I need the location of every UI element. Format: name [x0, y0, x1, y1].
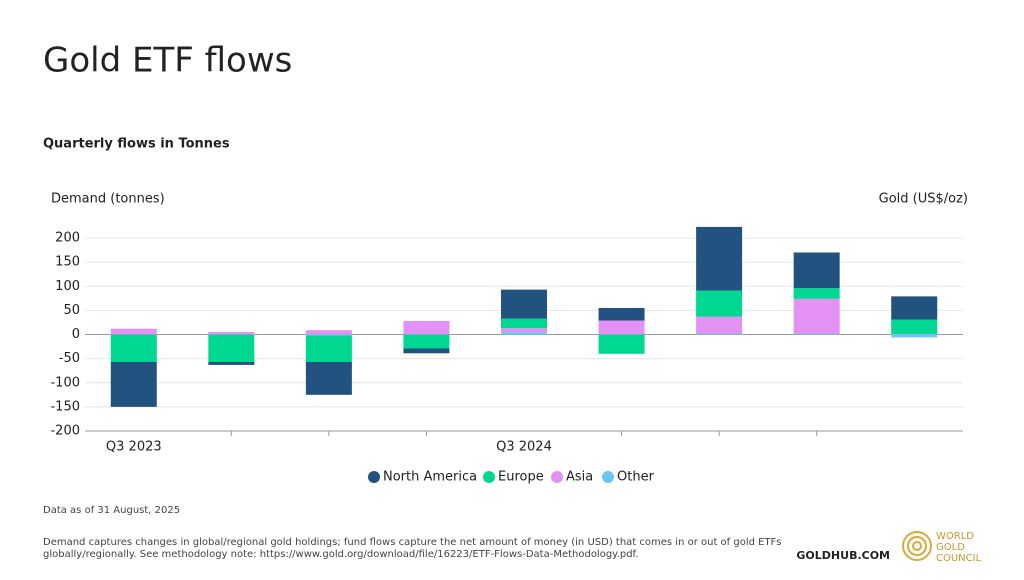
footnote: Demand captures changes in global/region… [43, 537, 782, 548]
x-tick-label: Q3 2023 [106, 440, 162, 455]
legend-label: Europe [498, 470, 544, 485]
bar-segment [891, 296, 937, 319]
logo-text: WORLD [936, 531, 974, 542]
bar-segment [111, 362, 157, 407]
note: Data as of 31 August, 2025 [43, 505, 180, 516]
chart-subtitle: Quarterly flows in Tonnes [43, 137, 230, 152]
y-tick-label: 100 [55, 279, 80, 294]
bar-segment [696, 334, 742, 335]
y-tick-label: -150 [50, 399, 80, 414]
logo-ring [908, 537, 926, 555]
legend-swatch [602, 471, 614, 483]
bar-segment [599, 308, 645, 321]
bar-segment [208, 335, 254, 363]
bar-segment [794, 334, 840, 335]
legend-swatch [551, 471, 563, 483]
legend-swatch [483, 471, 495, 483]
bar-segment [306, 335, 352, 336]
logo-text: GOLD [936, 542, 965, 553]
y-tick-label: 200 [55, 231, 80, 246]
footnote: globally/regionally. See methodology not… [43, 549, 639, 560]
bar-segment [891, 320, 937, 334]
x-tick-label: Q3 2024 [496, 440, 552, 455]
bar-segment [306, 362, 352, 395]
bar-segment [501, 319, 547, 329]
logo-ring [913, 542, 921, 550]
y-tick-label: -200 [50, 424, 80, 439]
y-axis-label: Demand (tonnes) [51, 192, 165, 207]
y-tick-label: -100 [50, 375, 80, 390]
bar-segment [403, 321, 449, 335]
bar-segment [111, 335, 157, 363]
bar-segment [403, 335, 449, 349]
legend-label: North America [383, 470, 477, 485]
bar-segment [306, 330, 352, 334]
bar-segment [794, 299, 840, 334]
bar-segment [599, 321, 645, 335]
bar-segment [696, 227, 742, 291]
y-tick-label: -50 [59, 351, 80, 366]
chart-title: Gold ETF flows [43, 41, 292, 81]
logo: WORLD GOLD COUNCIL [903, 531, 982, 564]
bar-segment [501, 290, 547, 319]
y-tick-label: 50 [63, 303, 80, 318]
bar-segment [696, 317, 742, 334]
bar-segment [111, 329, 157, 335]
bar-segment [501, 328, 547, 332]
bar-segment [696, 291, 742, 317]
y-tick-label: 150 [55, 255, 80, 270]
bar-segment [794, 252, 840, 288]
legend-label: Asia [566, 470, 593, 485]
source: GOLDHUB.COM [796, 549, 890, 562]
bar-segment [501, 332, 547, 334]
bar-segment [794, 288, 840, 299]
y2-axis-label: Gold (US$/oz) [879, 192, 968, 207]
legend-swatch [368, 471, 380, 483]
bar-segment [891, 335, 937, 338]
legend-label: Other [617, 470, 655, 485]
logo-text: COUNCIL [936, 553, 982, 564]
bar-segment [208, 362, 254, 365]
y-tick-label: 0 [72, 327, 80, 342]
bar-segment [599, 335, 645, 354]
bar-segment [403, 348, 449, 353]
bar-segment [208, 332, 254, 334]
bar-segment [306, 335, 352, 362]
